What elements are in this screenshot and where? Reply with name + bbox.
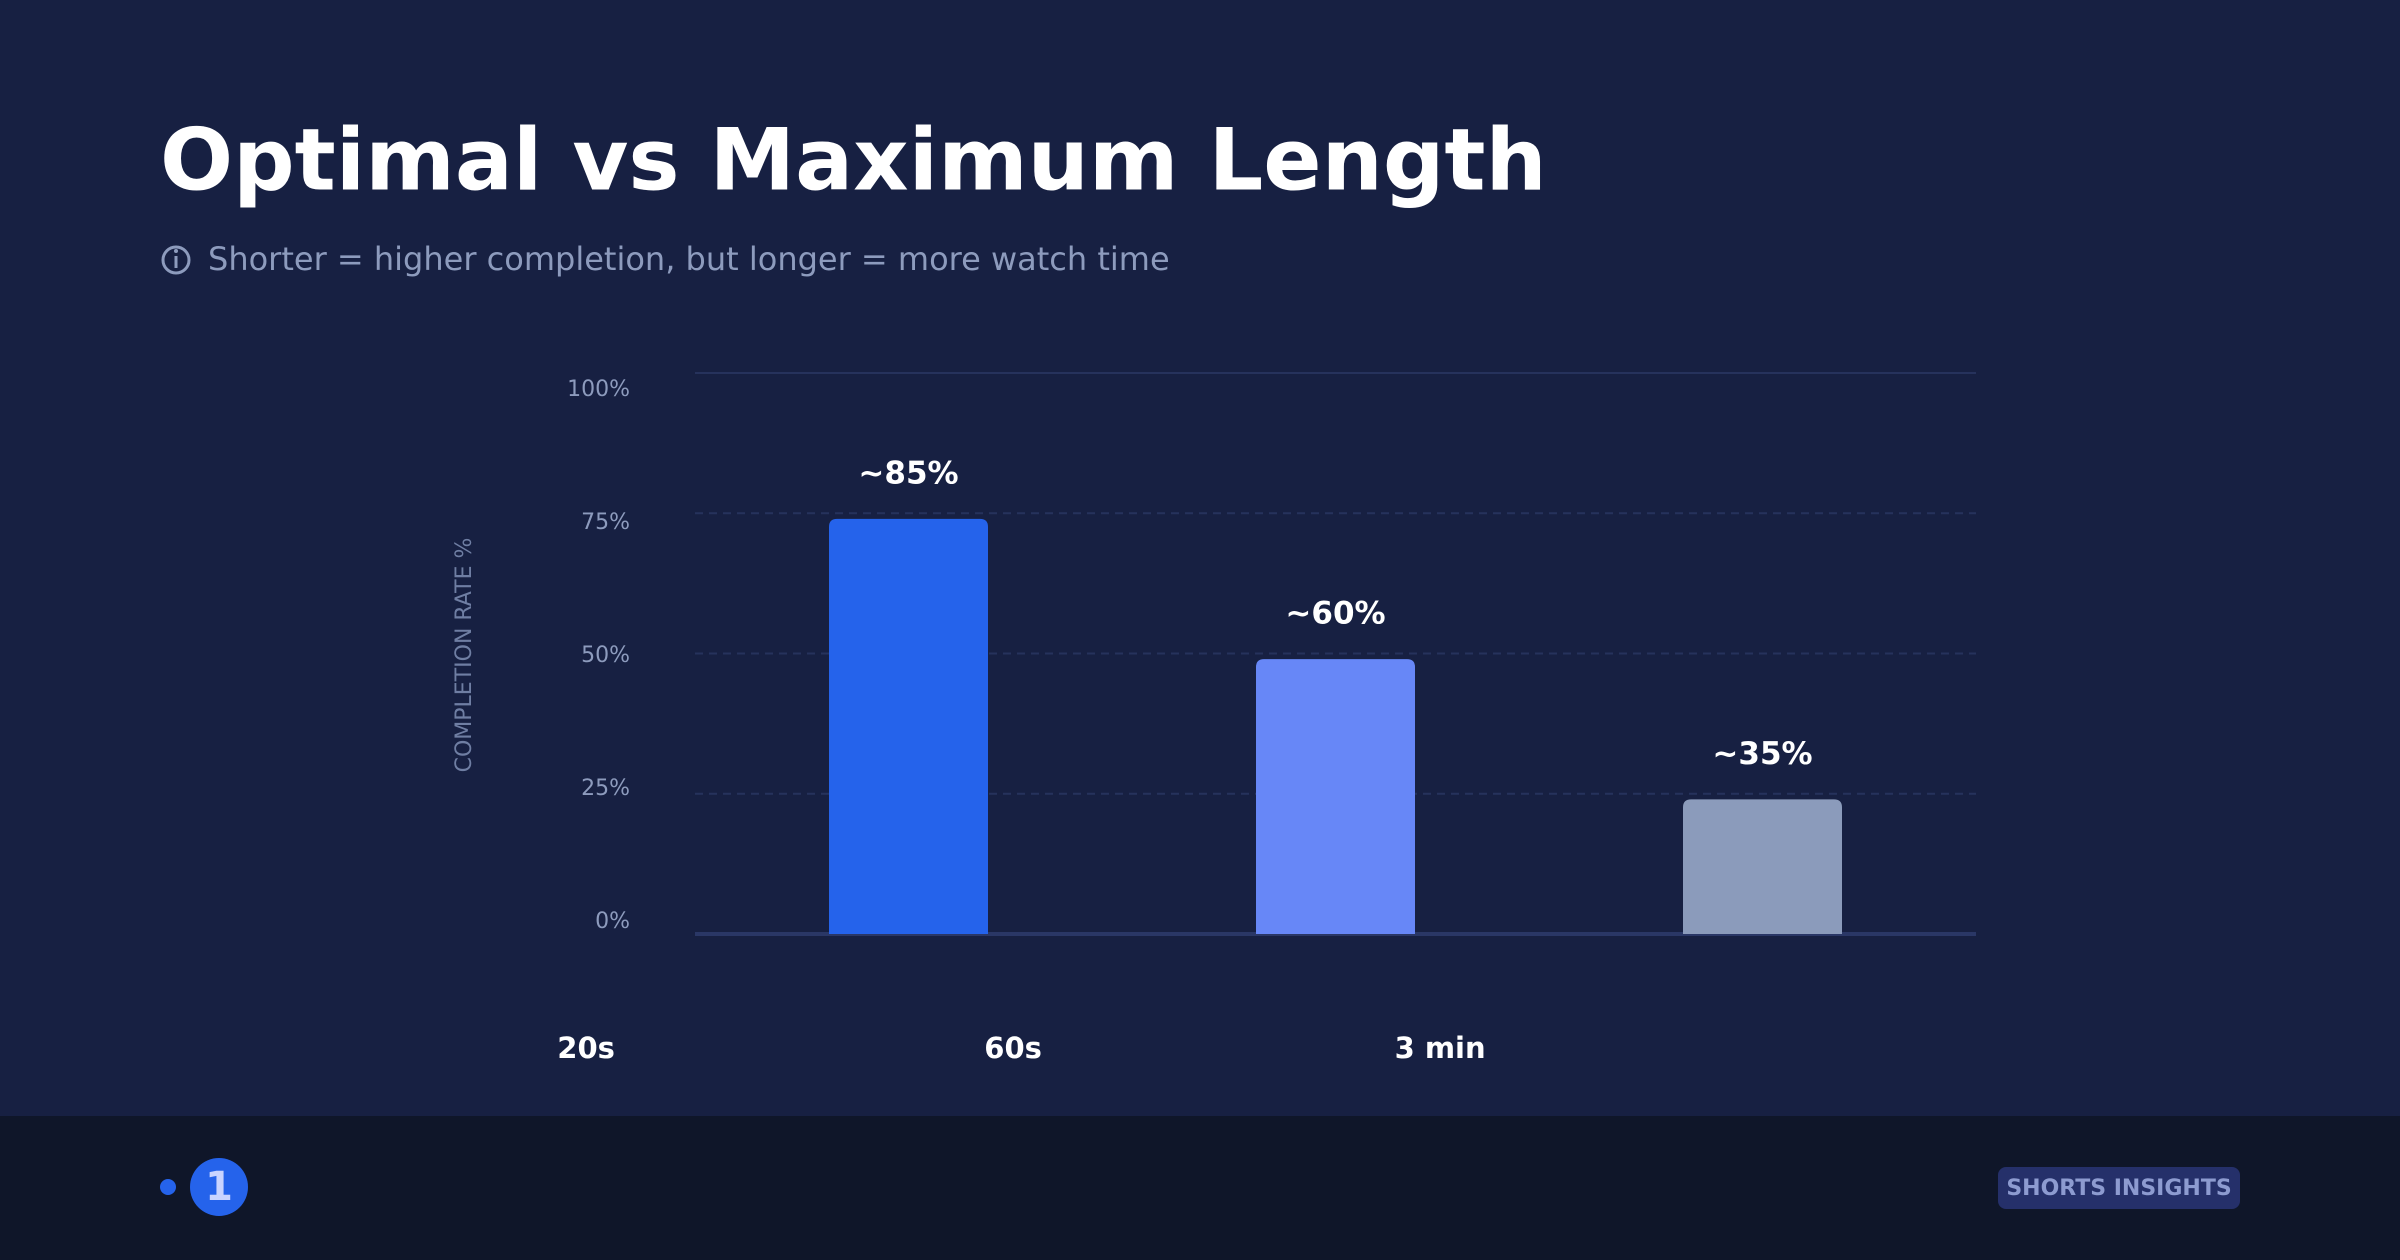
bar-annotation: ~85% — [858, 455, 958, 491]
y-tick-label: 50% — [581, 643, 630, 668]
chart-subtitle: Shorter = higher completion, but longer … — [208, 240, 1170, 278]
y-axis-label: COMPLETION RATE % — [452, 538, 477, 773]
x-tick-label: 20s — [557, 1031, 615, 1065]
footer-logo — [190, 1158, 248, 1216]
bar-annotation: ~35% — [1712, 736, 1812, 772]
chart-title: Optimal vs Maximum Length — [160, 110, 1547, 210]
footer-dot — [160, 1179, 176, 1195]
y-tick-label: 25% — [581, 776, 630, 801]
x-tick-label: 60s — [984, 1031, 1042, 1065]
x-tick-label: 3 min — [1395, 1031, 1486, 1065]
footer-badge — [1998, 1167, 2240, 1209]
info-icon — [161, 245, 191, 275]
footer-badge-text: SHORTS INSIGHTS — [2006, 1176, 2231, 1201]
footer-logo-text: 1 — [205, 1164, 233, 1210]
bar — [829, 518, 988, 934]
y-tick-label: 75% — [581, 510, 630, 535]
background — [0, 0, 2400, 1116]
bar — [1683, 799, 1842, 934]
y-tick-label: 0% — [595, 909, 630, 934]
y-tick-label: 100% — [567, 377, 630, 402]
bar-annotation: ~60% — [1285, 596, 1385, 632]
bar — [1256, 659, 1415, 934]
